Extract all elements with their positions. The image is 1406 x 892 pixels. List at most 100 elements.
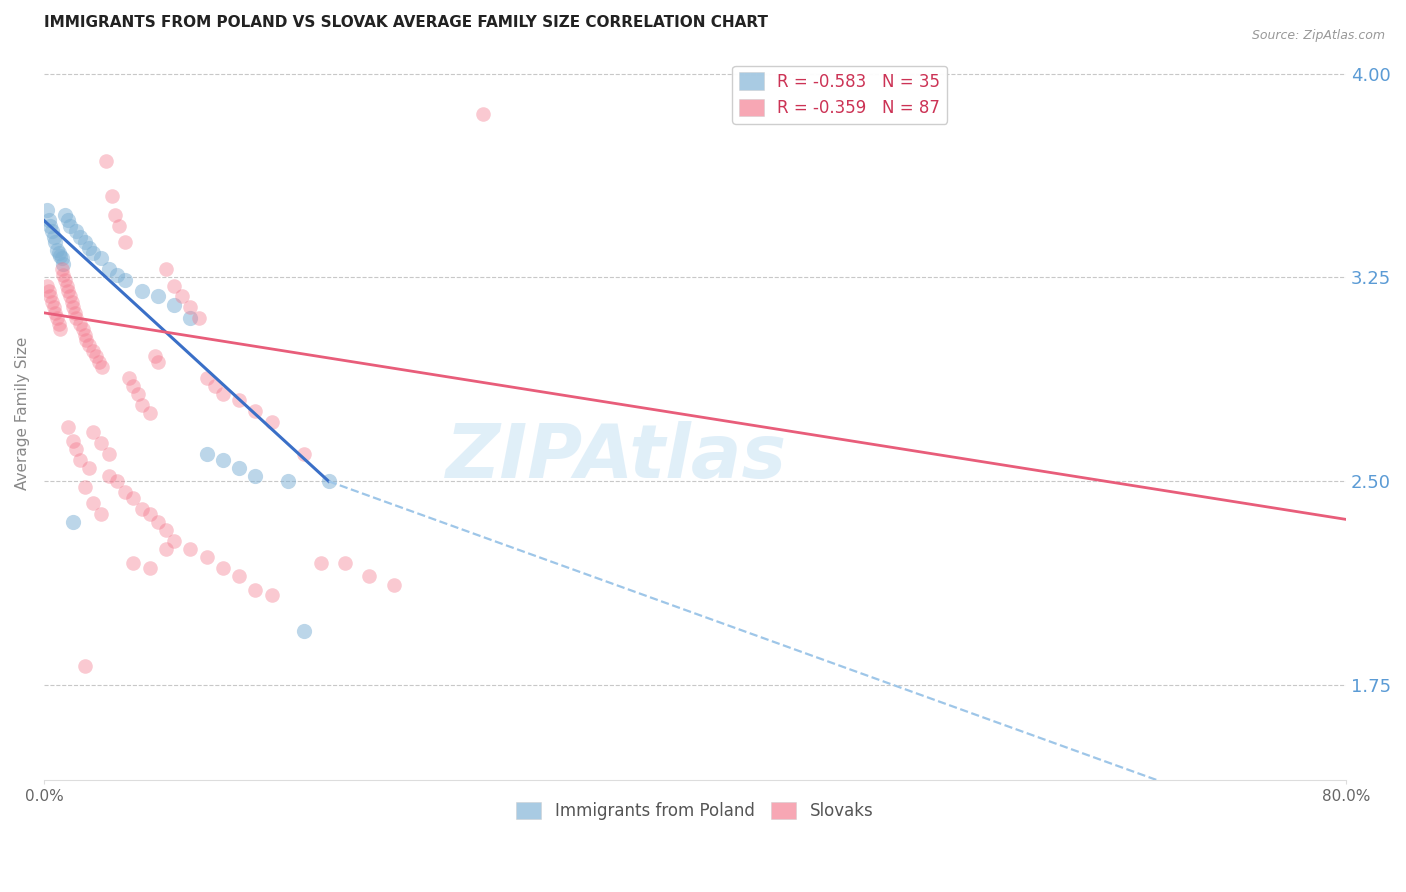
Point bbox=[62, 434, 84, 448]
Point bbox=[98, 262, 121, 277]
Point bbox=[131, 398, 153, 412]
Point bbox=[131, 284, 153, 298]
Point bbox=[127, 387, 149, 401]
Point bbox=[79, 241, 101, 255]
Point bbox=[228, 569, 250, 583]
Text: IMMIGRANTS FROM POLAND VS SLOVAK AVERAGE FAMILY SIZE CORRELATION CHART: IMMIGRANTS FROM POLAND VS SLOVAK AVERAGE… bbox=[44, 15, 768, 30]
Point bbox=[49, 249, 72, 263]
Point bbox=[318, 475, 340, 489]
Point bbox=[245, 403, 267, 417]
Point bbox=[58, 213, 80, 227]
Point bbox=[41, 294, 63, 309]
Point bbox=[146, 515, 169, 529]
Point bbox=[163, 278, 186, 293]
Point bbox=[69, 452, 91, 467]
Point bbox=[79, 338, 101, 352]
Point bbox=[42, 229, 65, 244]
Point bbox=[38, 284, 60, 298]
Point bbox=[82, 343, 104, 358]
Point bbox=[172, 289, 194, 303]
Point bbox=[52, 268, 75, 282]
Point bbox=[212, 387, 235, 401]
Point bbox=[37, 202, 59, 217]
Point bbox=[292, 624, 315, 638]
Point bbox=[212, 561, 235, 575]
Y-axis label: Average Family Size: Average Family Size bbox=[15, 336, 30, 490]
Point bbox=[131, 501, 153, 516]
Point bbox=[146, 355, 169, 369]
Point bbox=[39, 289, 62, 303]
Point bbox=[155, 262, 177, 277]
Point bbox=[94, 153, 117, 168]
Point bbox=[122, 379, 145, 393]
Legend: Immigrants from Poland, Slovaks: Immigrants from Poland, Slovaks bbox=[510, 796, 880, 827]
Point bbox=[82, 246, 104, 260]
Text: Source: ZipAtlas.com: Source: ZipAtlas.com bbox=[1251, 29, 1385, 42]
Point bbox=[117, 371, 139, 385]
Point bbox=[60, 294, 83, 309]
Point bbox=[155, 542, 177, 557]
Point bbox=[55, 278, 77, 293]
Point bbox=[69, 317, 91, 331]
Point bbox=[114, 273, 136, 287]
Point bbox=[277, 475, 299, 489]
Point bbox=[228, 392, 250, 407]
Point bbox=[75, 333, 97, 347]
Point bbox=[155, 523, 177, 537]
Point bbox=[44, 235, 66, 249]
Point bbox=[122, 491, 145, 505]
Point bbox=[38, 213, 60, 227]
Point bbox=[69, 229, 91, 244]
Point bbox=[212, 452, 235, 467]
Point bbox=[98, 469, 121, 483]
Point bbox=[90, 507, 112, 521]
Point bbox=[72, 322, 94, 336]
Point bbox=[59, 219, 82, 233]
Point bbox=[122, 556, 145, 570]
Point bbox=[260, 589, 283, 603]
Point bbox=[73, 480, 96, 494]
Point bbox=[73, 235, 96, 249]
Point bbox=[98, 447, 121, 461]
Point bbox=[260, 415, 283, 429]
Point bbox=[91, 360, 114, 375]
Point bbox=[84, 349, 107, 363]
Point bbox=[48, 246, 70, 260]
Point bbox=[138, 507, 160, 521]
Point bbox=[79, 460, 101, 475]
Point bbox=[90, 252, 112, 266]
Point bbox=[58, 284, 80, 298]
Point bbox=[359, 569, 381, 583]
Point bbox=[195, 447, 218, 461]
Point bbox=[382, 577, 405, 591]
Text: ZIPAtlas: ZIPAtlas bbox=[446, 421, 787, 494]
Point bbox=[143, 349, 166, 363]
Point bbox=[228, 460, 250, 475]
Point bbox=[65, 224, 87, 238]
Point bbox=[104, 208, 127, 222]
Point bbox=[245, 469, 267, 483]
Point bbox=[53, 208, 76, 222]
Point bbox=[42, 301, 65, 315]
Point bbox=[58, 420, 80, 434]
Point bbox=[195, 550, 218, 565]
Point bbox=[204, 379, 226, 393]
Point bbox=[163, 534, 186, 549]
Point bbox=[73, 659, 96, 673]
Point bbox=[114, 485, 136, 500]
Point bbox=[163, 298, 186, 312]
Point bbox=[82, 496, 104, 510]
Point bbox=[333, 556, 356, 570]
Point bbox=[73, 327, 96, 342]
Point bbox=[195, 371, 218, 385]
Point bbox=[45, 311, 67, 326]
Point bbox=[59, 289, 82, 303]
Point bbox=[138, 406, 160, 420]
Point bbox=[472, 107, 495, 121]
Point bbox=[39, 219, 62, 233]
Point bbox=[179, 311, 201, 326]
Point bbox=[114, 235, 136, 249]
Point bbox=[41, 224, 63, 238]
Point bbox=[49, 322, 72, 336]
Point bbox=[44, 306, 66, 320]
